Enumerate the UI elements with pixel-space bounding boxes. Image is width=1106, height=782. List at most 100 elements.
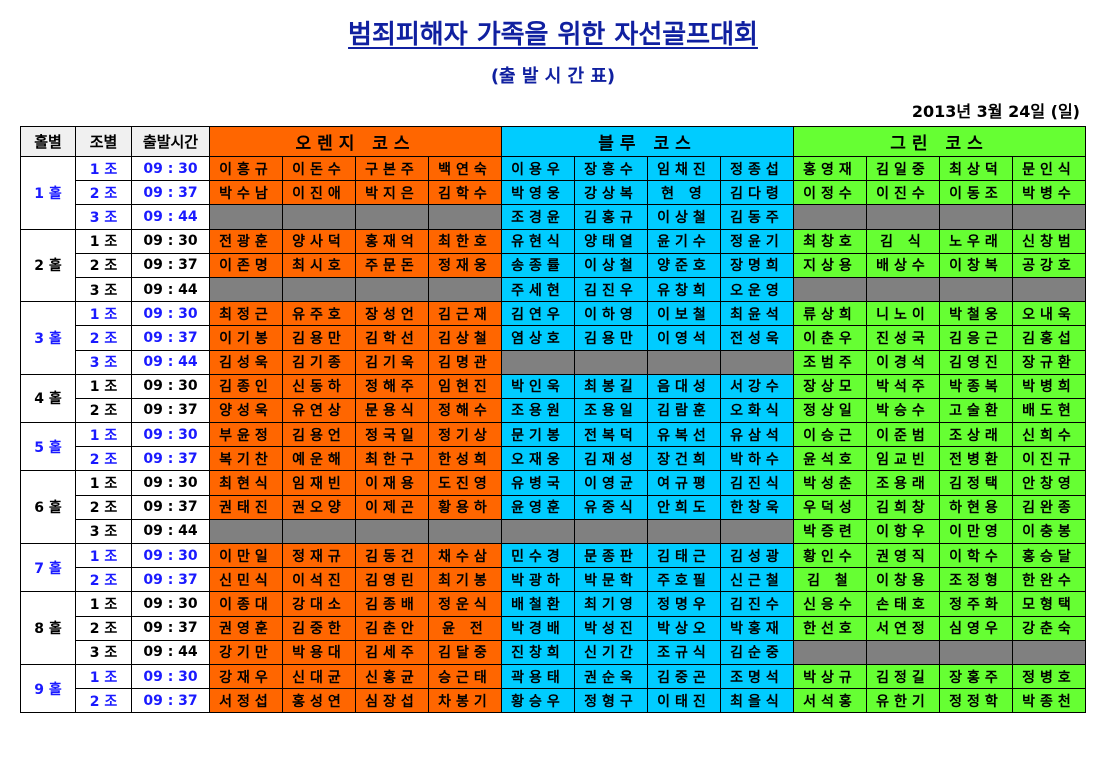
- player-name: 전성욱: [720, 325, 794, 351]
- player-name: 이만영: [939, 518, 1013, 545]
- player-name: 권영훈: [209, 615, 283, 641]
- player-name: 유한기: [866, 688, 940, 714]
- hole-label: 3 홀: [20, 301, 76, 375]
- empty-slot: [355, 204, 429, 230]
- player-name: 김홍규: [574, 204, 648, 230]
- player-name: 권순욱: [574, 663, 648, 690]
- group-label: 1 조: [75, 663, 132, 690]
- player-name: 김진수: [720, 591, 794, 617]
- player-name: 이춘우: [793, 325, 867, 351]
- empty-slot: [647, 518, 721, 545]
- table-row: 2 조 09 : 37 권영훈 김중한 김춘안 윤 전 박경배 박성진 박상오 박홍재 한선호 서연정…: [21, 615, 1086, 641]
- player-name: 김용언: [282, 422, 356, 448]
- player-name: 최한구: [355, 446, 429, 472]
- empty-slot: [428, 276, 502, 303]
- player-name: 김일중: [866, 155, 940, 182]
- empty-slot: [282, 276, 356, 303]
- player-name: 박석주: [866, 373, 940, 399]
- player-name: 이항우: [866, 518, 940, 545]
- player-name: 민수경: [501, 542, 575, 569]
- player-name: 신대균: [282, 663, 356, 690]
- empty-slot: [209, 204, 283, 230]
- table-row: 2 조 09 : 37 이기봉 김용만 김학선 김상철 염상호 김용만 이영석 전성욱 이춘우 진성국…: [21, 325, 1086, 351]
- empty-slot: [939, 639, 1013, 665]
- group-label: 2 조: [75, 180, 132, 206]
- player-name: 윤영훈: [501, 494, 575, 520]
- player-name: 송종률: [501, 252, 575, 278]
- group-label: 2 조: [75, 615, 132, 641]
- player-name: 김동주: [720, 204, 794, 230]
- empty-slot: [866, 639, 940, 665]
- player-name: 윤 전: [428, 615, 502, 641]
- start-time: 09 : 37: [131, 494, 210, 520]
- player-name: 배도현: [1012, 397, 1086, 424]
- group-label: 2 조: [75, 688, 132, 714]
- player-name: 최현식: [209, 470, 283, 496]
- player-name: 진성국: [866, 325, 940, 351]
- header-blue-course: 블루 코스: [501, 126, 794, 157]
- player-name: 강기만: [209, 639, 283, 665]
- empty-slot: [793, 204, 867, 230]
- player-name: 최창호: [793, 228, 867, 254]
- group-label: 1 조: [75, 155, 132, 182]
- player-name: 김람훈: [647, 397, 721, 424]
- player-name: 조용일: [574, 397, 648, 424]
- player-name: 정국일: [355, 422, 429, 448]
- start-time: 09 : 37: [131, 567, 210, 593]
- hole-label: 4 홀: [20, 373, 76, 424]
- player-name: 심장섭: [355, 688, 429, 714]
- player-name: 이충봉: [1012, 518, 1086, 545]
- player-name: 박영웅: [501, 180, 575, 206]
- player-name: 이창용: [866, 567, 940, 593]
- start-time: 09 : 30: [131, 422, 210, 448]
- player-name: 고술환: [939, 397, 1013, 424]
- player-name: 정병호: [1012, 663, 1086, 690]
- player-name: 배상수: [866, 252, 940, 278]
- group-label: 2 조: [75, 252, 132, 278]
- player-name: 김순중: [720, 639, 794, 665]
- group-label: 2 조: [75, 397, 132, 424]
- player-name: 임재빈: [282, 470, 356, 496]
- empty-slot: [574, 518, 648, 545]
- player-name: 한창욱: [720, 494, 794, 520]
- player-name: 모형택: [1012, 591, 1086, 617]
- player-name: 신근철: [720, 567, 794, 593]
- start-time: 09 : 37: [131, 446, 210, 472]
- empty-slot: [501, 518, 575, 545]
- player-name: 차봉기: [428, 688, 502, 714]
- empty-slot: [428, 518, 502, 545]
- player-name: 정명우: [647, 591, 721, 617]
- player-name: 이태진: [647, 688, 721, 714]
- player-name: 한성희: [428, 446, 502, 472]
- player-name: 염상호: [501, 325, 575, 351]
- player-name: 홍영재: [793, 155, 867, 182]
- player-name: 김 철: [793, 567, 867, 593]
- player-name: 김근재: [428, 301, 502, 327]
- player-name: 정형구: [574, 688, 648, 714]
- player-name: 부윤정: [209, 422, 283, 448]
- player-name: 서연정: [866, 615, 940, 641]
- group-label: 2 조: [75, 325, 132, 351]
- player-name: 김종배: [355, 591, 429, 617]
- player-name: 이학수: [939, 542, 1013, 569]
- player-name: 도진영: [428, 470, 502, 496]
- hole-label: 9 홀: [20, 663, 76, 714]
- player-name: 김상철: [428, 325, 502, 351]
- player-name: 장규환: [1012, 349, 1086, 375]
- player-name: 유중식: [574, 494, 648, 520]
- player-name: 이제곤: [355, 494, 429, 520]
- player-name: 김춘안: [355, 615, 429, 641]
- player-name: 이종대: [209, 591, 283, 617]
- player-name: 김진우: [574, 276, 648, 303]
- player-name: 한완수: [1012, 567, 1086, 593]
- event-date: 2013년 3월 24일 (일): [911, 102, 1080, 121]
- start-time: 09 : 37: [131, 397, 210, 424]
- player-name: 김홍섭: [1012, 325, 1086, 351]
- player-name: 장홍주: [939, 663, 1013, 690]
- player-name: 김정길: [866, 663, 940, 690]
- player-name: 김학수: [428, 180, 502, 206]
- player-name: 박증련: [793, 518, 867, 545]
